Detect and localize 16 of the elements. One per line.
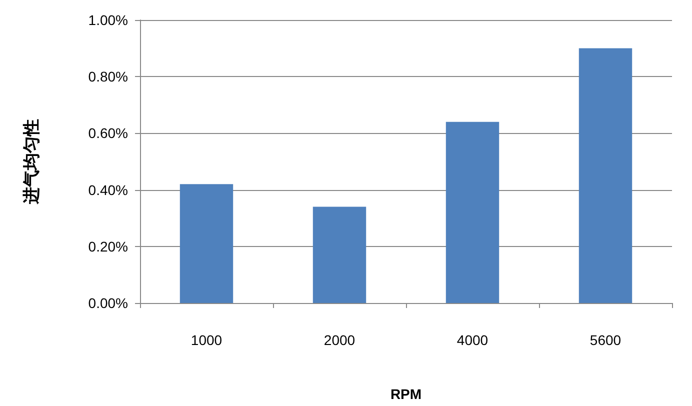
- bar: [180, 184, 234, 303]
- x-tick-label: 5600: [590, 332, 622, 348]
- y-tick-label: 0.40%: [88, 182, 128, 198]
- bar: [446, 122, 500, 303]
- x-tick-label: 2000: [324, 332, 356, 348]
- y-tick-label: 1.00%: [88, 12, 128, 28]
- y-tick-label: 0.60%: [88, 125, 128, 142]
- x-axis-title: RPM: [390, 386, 422, 402]
- y-axis-title: 进气均匀性: [22, 119, 41, 205]
- y-tick-label: 0.80%: [88, 68, 128, 85]
- bar: [578, 48, 632, 303]
- bar: [312, 206, 366, 303]
- y-tick-label: 0.20%: [88, 238, 128, 254]
- y-tick-label: 0.00%: [88, 295, 128, 311]
- x-tick-label: 4000: [456, 332, 488, 348]
- x-tick-label: 1000: [190, 332, 222, 348]
